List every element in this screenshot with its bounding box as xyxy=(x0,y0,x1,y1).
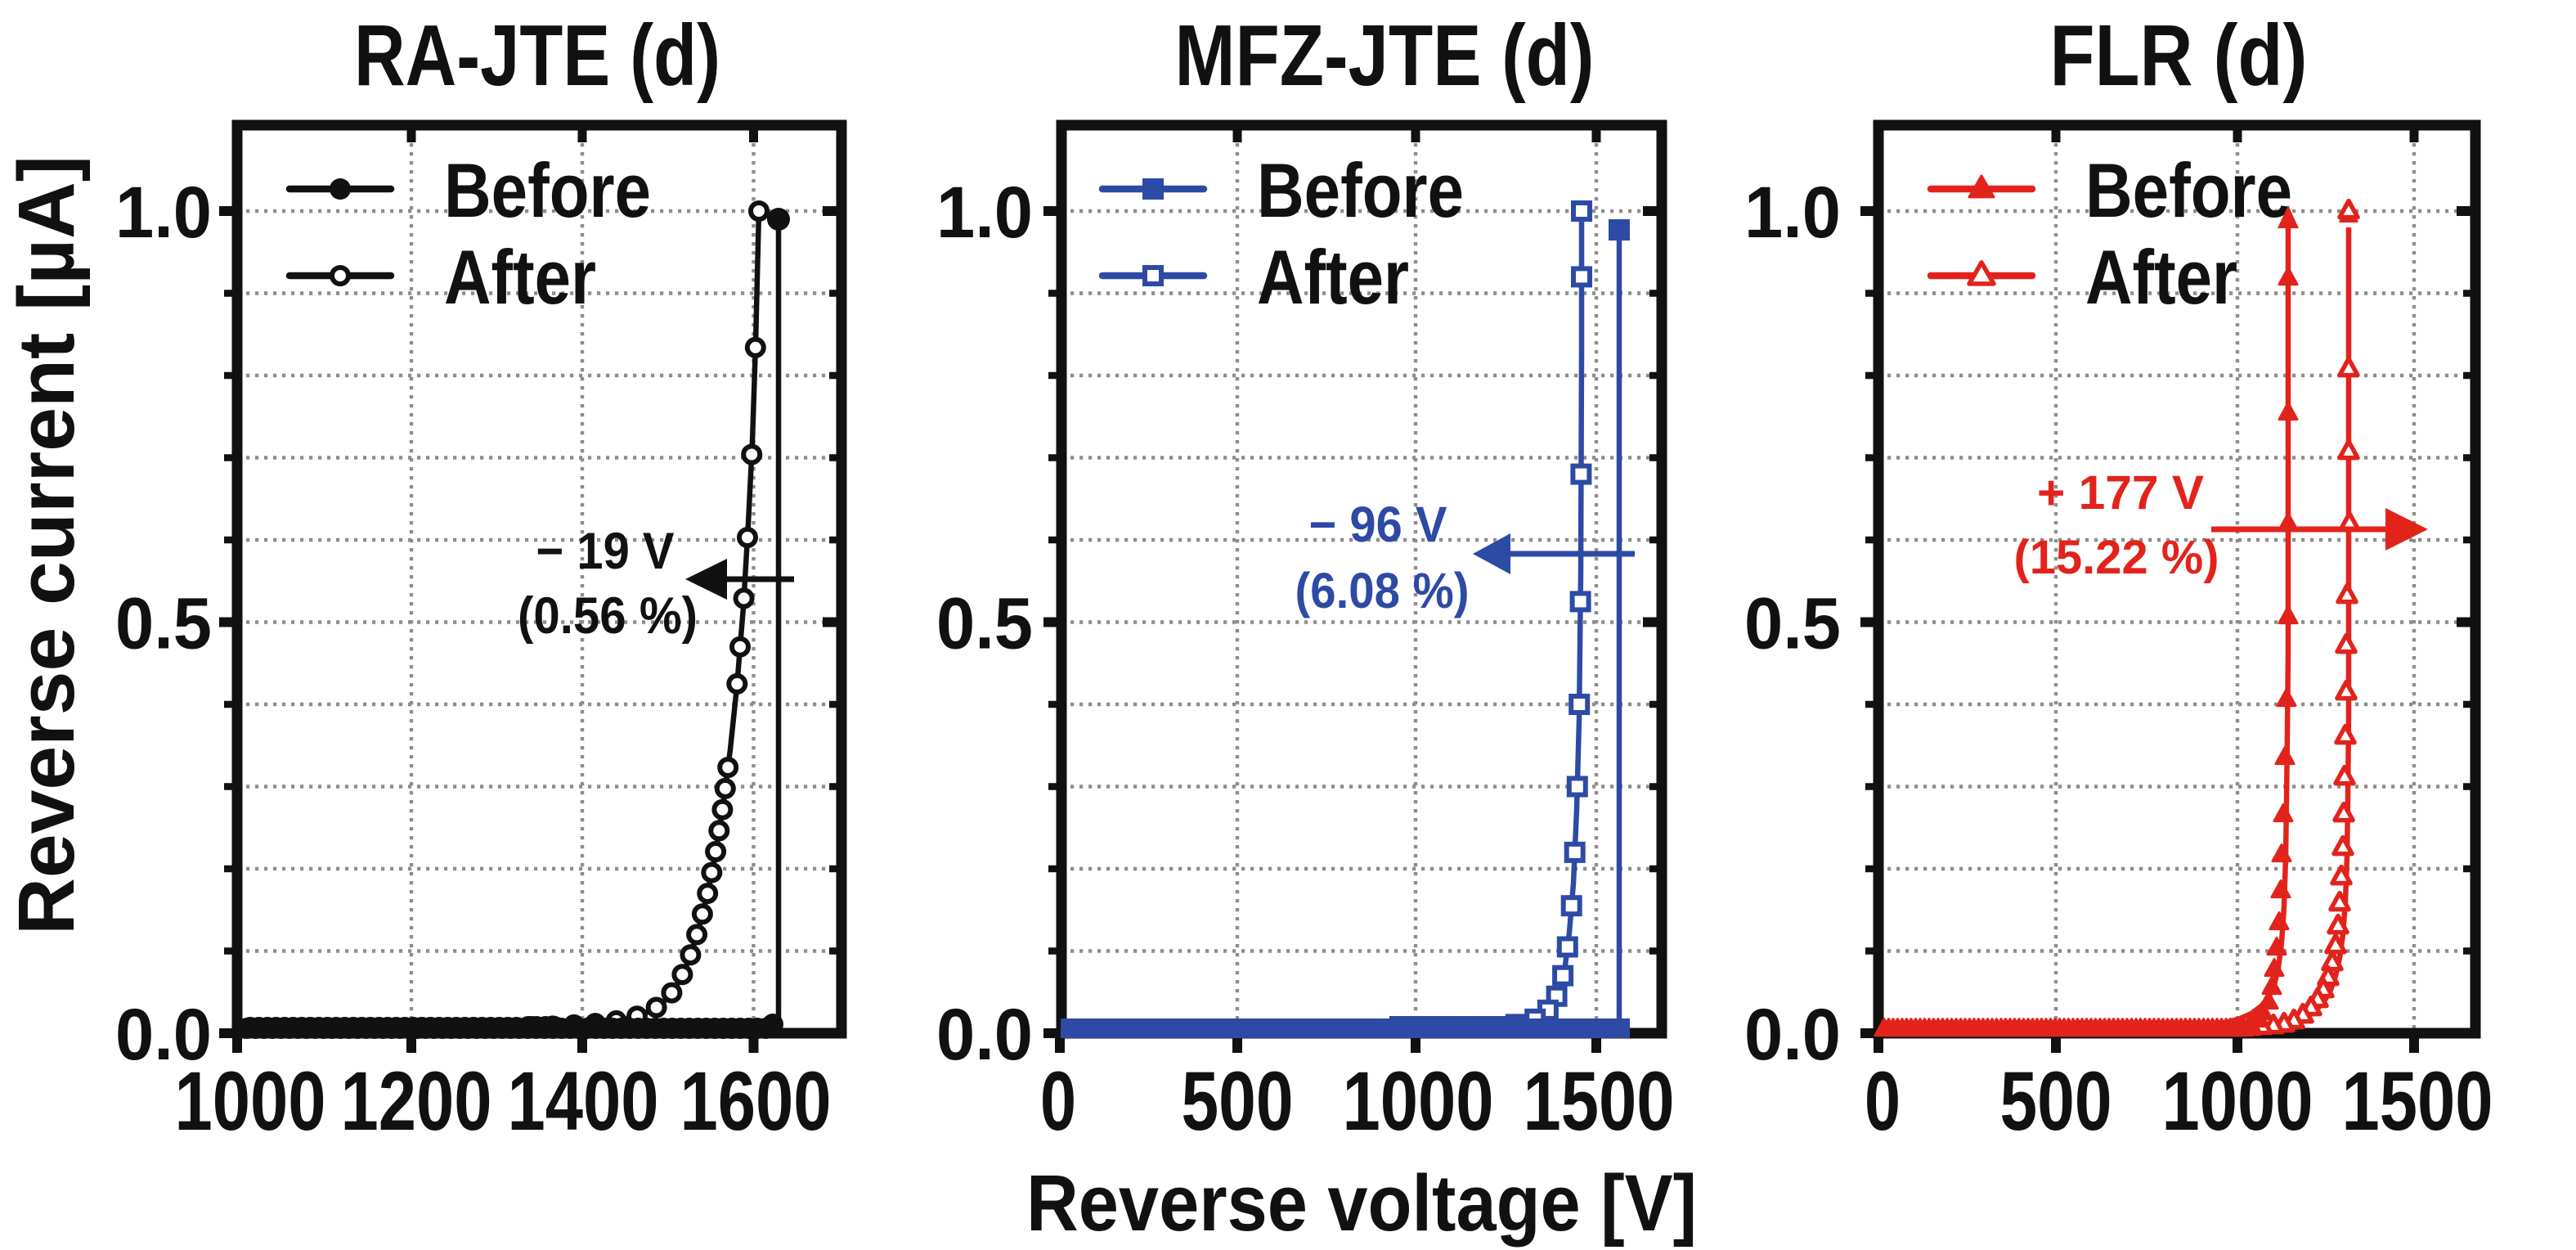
svg-text:− 19 V: − 19 V xyxy=(536,523,675,580)
svg-text:(15.22 %): (15.22 %) xyxy=(2014,531,2219,584)
svg-text:1.0: 1.0 xyxy=(936,171,1033,253)
svg-text:Before: Before xyxy=(2085,147,2292,233)
svg-text:1500: 1500 xyxy=(2342,1054,2493,1148)
svg-text:MFZ-JTE (d): MFZ-JTE (d) xyxy=(1175,7,1595,104)
svg-text:0.0: 0.0 xyxy=(1744,993,1841,1075)
svg-text:− 96 V: − 96 V xyxy=(1309,497,1447,552)
svg-text:+ 177 V: + 177 V xyxy=(2037,466,2204,519)
svg-text:0.5: 0.5 xyxy=(115,582,212,664)
svg-text:0: 0 xyxy=(1040,1054,1076,1148)
svg-text:After: After xyxy=(2085,234,2237,320)
svg-text:1.0: 1.0 xyxy=(1744,171,1841,253)
svg-text:1000: 1000 xyxy=(175,1054,326,1148)
svg-text:Reverse voltage [V]: Reverse voltage [V] xyxy=(1026,1158,1697,1248)
svg-text:RA-JTE (d): RA-JTE (d) xyxy=(354,7,720,104)
svg-text:Before: Before xyxy=(1257,147,1464,233)
svg-text:0.5: 0.5 xyxy=(936,582,1033,664)
svg-text:0: 0 xyxy=(1865,1054,1901,1148)
svg-text:Reverse current [µA]: Reverse current [µA] xyxy=(2,155,91,935)
svg-text:500: 500 xyxy=(2000,1054,2112,1148)
svg-text:(0.56 %): (0.56 %) xyxy=(518,587,698,645)
svg-text:0.5: 0.5 xyxy=(1744,582,1841,664)
svg-text:(6.08 %): (6.08 %) xyxy=(1295,563,1470,618)
svg-text:FLR (d): FLR (d) xyxy=(2050,7,2308,104)
svg-text:500: 500 xyxy=(1182,1054,1294,1148)
svg-text:After: After xyxy=(444,234,596,320)
svg-text:1000: 1000 xyxy=(1343,1054,1494,1148)
svg-text:0.0: 0.0 xyxy=(115,993,212,1075)
svg-text:1000: 1000 xyxy=(2162,1054,2313,1148)
svg-text:1500: 1500 xyxy=(1524,1054,1675,1148)
svg-text:Before: Before xyxy=(444,147,651,233)
svg-text:1.0: 1.0 xyxy=(115,171,212,253)
svg-text:1600: 1600 xyxy=(680,1054,832,1148)
svg-text:1200: 1200 xyxy=(341,1054,492,1148)
svg-text:1400: 1400 xyxy=(508,1054,659,1148)
svg-text:After: After xyxy=(1257,234,1409,320)
svg-text:0.0: 0.0 xyxy=(936,993,1033,1075)
